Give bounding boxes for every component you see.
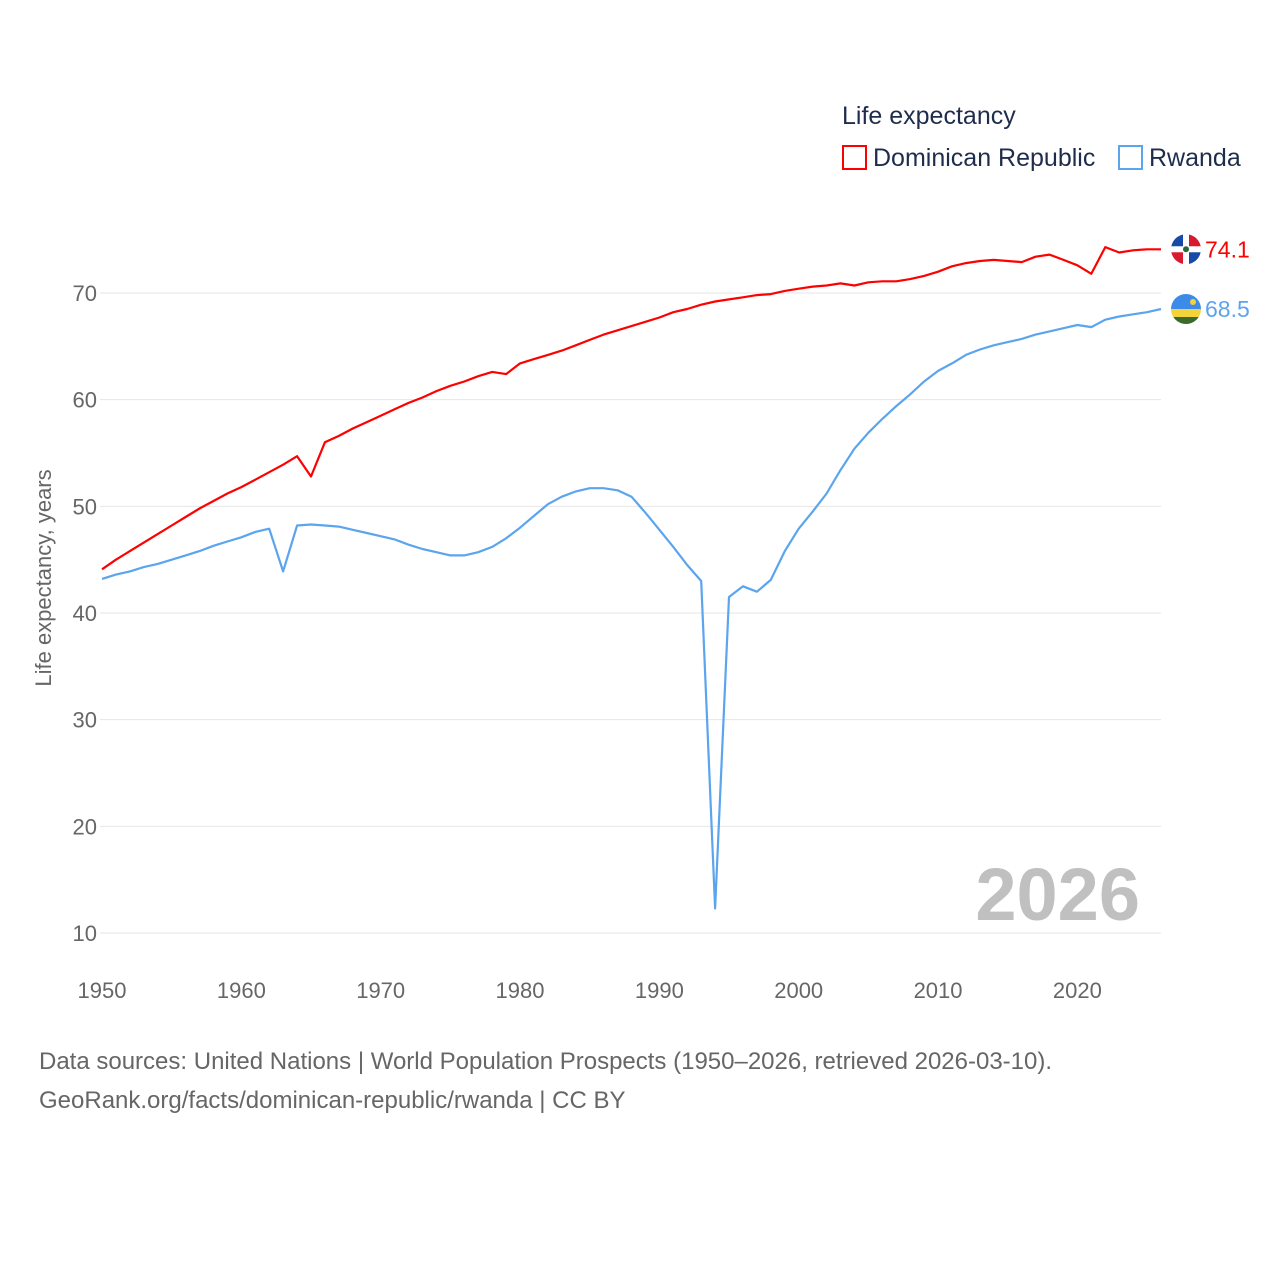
y-tick-label: 10 <box>73 921 97 946</box>
legend-label: Dominican Republic <box>873 144 1095 172</box>
x-tick-label: 1970 <box>356 978 405 1003</box>
y-axis-label: Life expectancy, years <box>31 469 56 686</box>
end-value-label-rwanda: 68.5 <box>1205 296 1250 322</box>
x-tick-label: 2000 <box>774 978 823 1003</box>
legend-swatch-rwanda <box>1118 145 1143 170</box>
flag-rwanda-icon <box>1171 294 1201 324</box>
x-tick-label: 1950 <box>78 978 127 1003</box>
flag-dominican-republic-icon <box>1171 234 1201 265</box>
x-tick-label: 1990 <box>635 978 684 1003</box>
y-tick-label: 50 <box>73 494 97 519</box>
legend-label: Rwanda <box>1149 144 1241 172</box>
legend-title: Life expectancy <box>842 102 1016 130</box>
x-tick-label: 2010 <box>914 978 963 1003</box>
year-watermark: 2026 <box>975 853 1140 936</box>
legend-item-rwanda[interactable]: Rwanda <box>1118 144 1241 172</box>
legend-item-dominican-republic[interactable]: Dominican Republic <box>842 144 1095 172</box>
y-tick-label: 30 <box>73 708 97 733</box>
y-tick-label: 60 <box>73 388 97 413</box>
series-line-dominican-republic <box>101 246 1161 571</box>
y-tick-label: 40 <box>73 601 97 626</box>
y-tick-label: 20 <box>73 814 97 839</box>
series-line-rwanda <box>101 307 1162 910</box>
end-value-label-dominican-republic: 74.1 <box>1205 236 1250 262</box>
footer-link[interactable]: GeoRank.org/facts/dominican-republic/rwa… <box>39 1087 626 1114</box>
x-tick-label: 1980 <box>496 978 545 1003</box>
y-tick-label: 70 <box>73 281 97 306</box>
footer-source: Data sources: United Nations | World Pop… <box>39 1048 1052 1075</box>
x-tick-label: 1960 <box>217 978 266 1003</box>
x-tick-label: 2020 <box>1053 978 1102 1003</box>
legend-swatch-dominican-republic <box>842 145 867 170</box>
